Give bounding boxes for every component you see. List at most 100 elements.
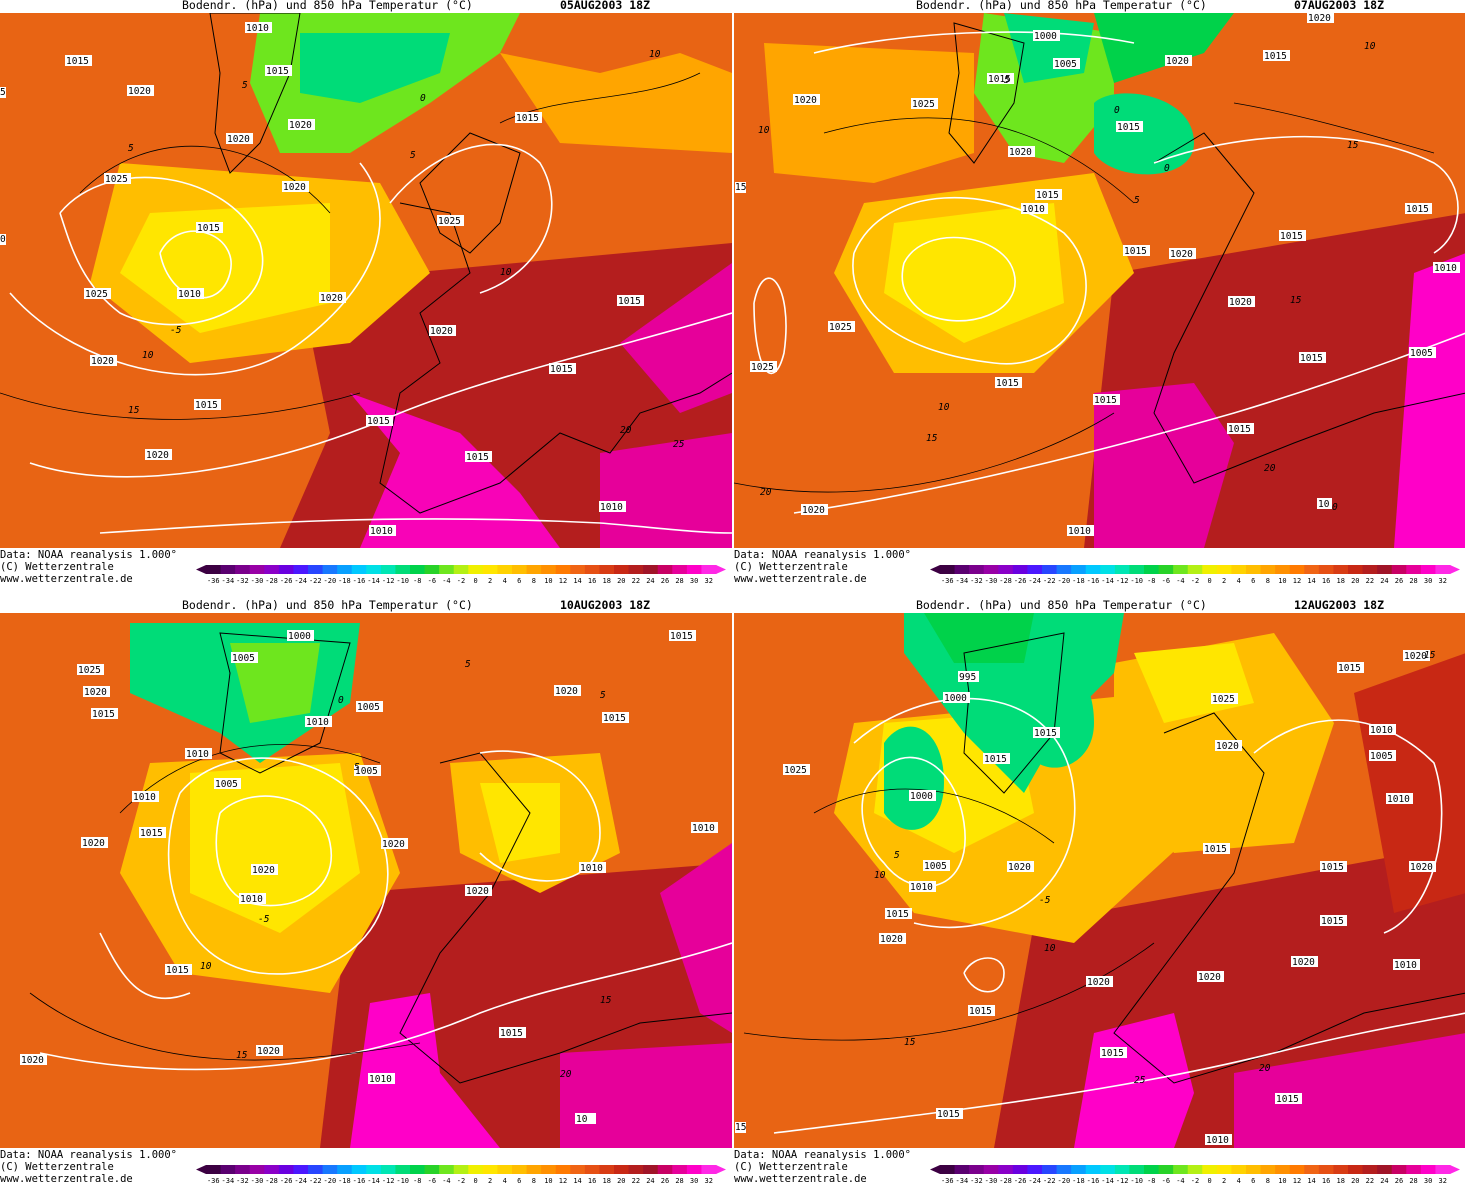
hot-region	[1074, 1013, 1194, 1148]
scale-tick-label: -28	[999, 577, 1012, 585]
scale-swatch	[1289, 565, 1305, 574]
isobar-label: 1005	[1053, 58, 1080, 70]
scale-swatch	[439, 565, 455, 574]
scale-tick-label: 14	[573, 1177, 581, 1185]
scale-swatch	[1012, 565, 1028, 574]
isotherm	[0, 392, 361, 420]
isotherm-label: 10	[938, 402, 950, 413]
isotherm-label: 20	[560, 1069, 572, 1080]
isobar	[167, 757, 389, 975]
scale-tick-label: 2	[1222, 1177, 1226, 1185]
panel-title: Bodendr. (hPa) und 850 hPa Temperatur (°…	[734, 0, 1465, 14]
isobar-label: 1015	[983, 753, 1010, 765]
svg-text:1015: 1015	[1204, 844, 1227, 855]
isobar-label: 1015	[65, 55, 92, 67]
scale-swatch	[1246, 565, 1262, 574]
scale-tick-label: -18	[1072, 577, 1085, 585]
scale-tick-label: -8	[413, 577, 421, 585]
scale-tick-label: -16	[353, 1177, 366, 1185]
scale-tick-label: 24	[646, 577, 654, 585]
isobar-label: 1010	[245, 22, 272, 34]
svg-text:1015: 1015	[92, 709, 115, 720]
panel-title: Bodendr. (hPa) und 850 hPa Temperatur (°…	[734, 598, 1465, 614]
scale-tick-label: 16	[588, 577, 596, 585]
isobar-label: 1015	[669, 630, 696, 642]
isobar-label: 1010	[132, 791, 159, 803]
scale-swatch	[482, 1165, 498, 1174]
cool-region-inner	[884, 203, 1064, 343]
scale-tick-label: -2	[457, 1177, 465, 1185]
svg-text:1015: 1015	[166, 965, 189, 976]
svg-text:1015: 1015	[937, 1109, 960, 1120]
svg-text:1025: 1025	[751, 362, 774, 373]
svg-text:1020: 1020	[1410, 862, 1433, 873]
svg-text:1025: 1025	[105, 174, 128, 185]
scale-tick-label: 12	[1293, 577, 1301, 585]
scale-tick-label: 24	[1380, 577, 1388, 585]
isobar-label: 1020	[1228, 296, 1255, 308]
isotherm-label: 10	[500, 267, 512, 278]
scale-swatch	[1071, 565, 1087, 574]
svg-text:1010: 1010	[306, 717, 329, 728]
scale-tick-label: 0	[1207, 1177, 1211, 1185]
isobar-label: 1020	[90, 355, 117, 367]
panel-title: Bodendr. (hPa) und 850 hPa Temperatur (°…	[0, 598, 732, 614]
scale-swatch	[322, 565, 338, 574]
scale-tick-label: 4	[503, 1177, 507, 1185]
svg-text:1010: 1010	[1387, 794, 1410, 805]
scale-tick-label: 20	[617, 1177, 625, 1185]
scale-swatch	[482, 565, 498, 574]
svg-text:1020: 1020	[128, 86, 151, 97]
isobar	[99, 932, 191, 1000]
scale-tick-label: 22	[1366, 1177, 1374, 1185]
scale-swatch	[570, 565, 586, 574]
svg-text:1015: 1015	[988, 74, 1011, 85]
scale-swatch	[1202, 565, 1218, 574]
isobar	[9, 162, 381, 376]
isobar-label: 1015	[1093, 394, 1120, 406]
scale-swatch	[1100, 565, 1116, 574]
scale-tick-label: -22	[309, 1177, 322, 1185]
isobar	[39, 942, 732, 1071]
cold-core	[924, 613, 1034, 663]
scale-swatch	[322, 1165, 338, 1174]
scale-arrow-left	[930, 565, 940, 574]
svg-text:1020: 1020	[1308, 13, 1331, 24]
scale-swatch	[1042, 565, 1058, 574]
scale-swatch	[1144, 565, 1160, 574]
scale-swatch	[1420, 1165, 1436, 1174]
scale-swatch	[1085, 565, 1101, 574]
isotherm-label: 15	[926, 433, 938, 444]
scale-tick-label: -14	[367, 1177, 380, 1185]
scale-tick-label: -8	[1147, 577, 1155, 585]
panel-footer: Data: NOAA reanalysis 1.000° (C) Wetterze…	[0, 549, 732, 600]
scale-swatch	[1435, 1165, 1451, 1174]
svg-text:1020: 1020	[1008, 862, 1031, 873]
scale-swatch	[570, 1165, 586, 1174]
isotherm	[1233, 102, 1435, 154]
weather-map: 1020 1015 995 1000 1025 1025 1015 1020 1…	[734, 613, 1465, 1148]
scale-swatch	[1391, 565, 1407, 574]
scale-tick-label: -26	[280, 1177, 293, 1185]
hot-region-south	[600, 433, 732, 548]
scale-swatch	[954, 565, 970, 574]
isobar	[773, 1012, 1465, 1134]
isobar-label: 1000	[909, 790, 936, 802]
isotherm-label: 0	[338, 695, 344, 706]
scale-swatch	[468, 565, 484, 574]
scale-tick-label: -14	[1101, 1177, 1114, 1185]
scale-tick-label: 8	[532, 1177, 536, 1185]
svg-text:1000: 1000	[1034, 31, 1057, 42]
svg-text:1010: 1010	[692, 823, 715, 834]
scale-swatch	[643, 1165, 659, 1174]
scale-swatch	[1304, 565, 1320, 574]
isobar-label: 1005	[354, 765, 381, 777]
scale-tick-label: 30	[1424, 577, 1432, 585]
scale-tick-label: 14	[573, 577, 581, 585]
map-panel-3: Bodendr. (hPa) und 850 hPa Temperatur (°…	[0, 598, 732, 1200]
scale-arrow-left	[930, 1165, 940, 1174]
svg-text:1020: 1020	[1009, 147, 1032, 158]
scale-swatch	[380, 565, 396, 574]
scale-swatch	[584, 565, 600, 574]
isobar-label: 1015	[1116, 121, 1143, 133]
